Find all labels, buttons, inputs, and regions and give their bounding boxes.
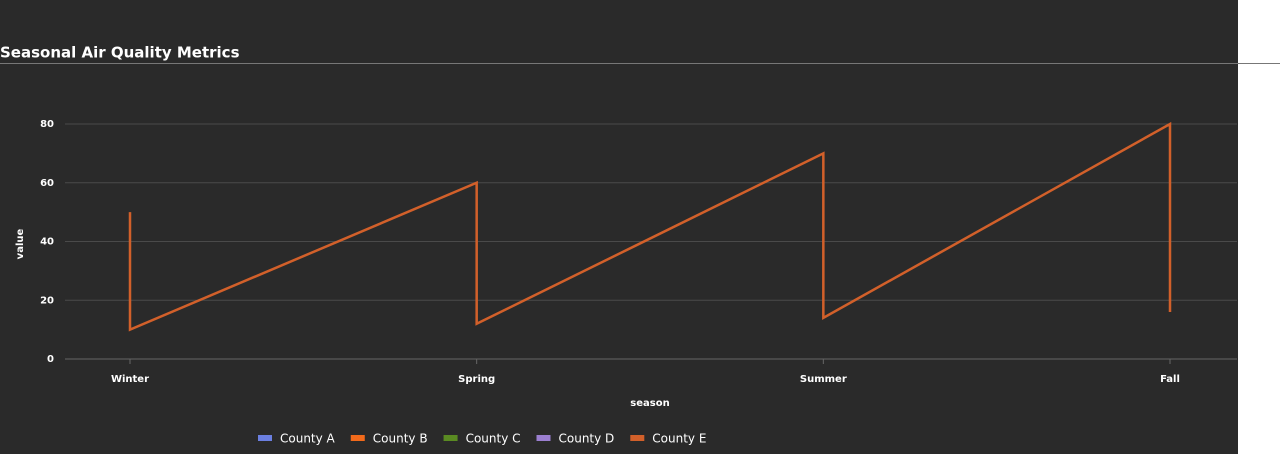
x-tick-label: Summer [800,374,847,385]
y-tick-label: 80 [40,119,54,130]
legend-swatch [630,435,645,441]
x-tick-label: Spring [458,374,495,385]
y-tick-label: 0 [47,354,54,365]
series-line [128,121,1172,332]
legend-label: County C [466,432,521,446]
legend-swatch [258,435,272,441]
x-tick-label: Fall [1160,374,1180,385]
legend-label: County E [652,432,706,446]
x-axis-label: season [630,398,669,409]
y-tick-label: 20 [40,295,54,306]
x-tick-label: Winter [111,374,149,385]
legend-label: County A [280,432,336,446]
legend-swatch [536,435,551,441]
y-tick-label: 40 [40,237,54,248]
chart-background [0,0,1238,454]
y-tick-label: 60 [40,178,54,189]
legend-label: County D [559,432,615,446]
legend-swatch [350,435,365,441]
y-axis-label: value [15,228,26,259]
legend-swatch [443,435,458,441]
chart-title: Seasonal Air Quality Metrics [0,44,240,62]
legend-label: County B [373,432,428,446]
